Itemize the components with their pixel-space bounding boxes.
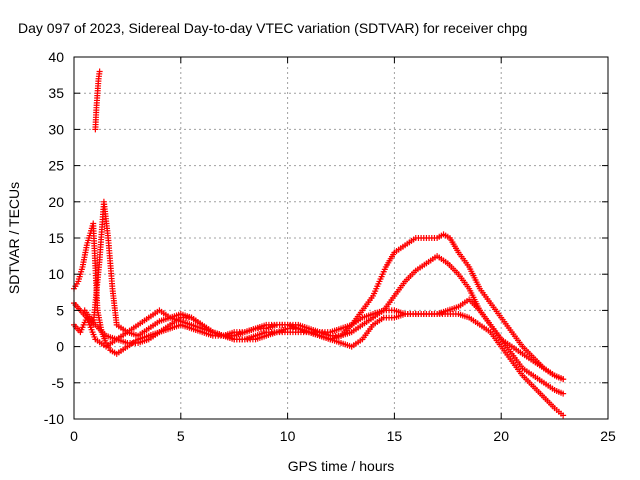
y-tick-label: 40 [48, 49, 64, 65]
ticks: 0 5 10 15 20 25 -10 -5 0 5 10 15 20 25 30 35 40 [44, 49, 616, 444]
y-tick-label: 0 [56, 339, 64, 355]
series-trace-e [92, 68, 103, 133]
x-axis-label: GPS time / hours [288, 458, 395, 474]
x-tick-label: 10 [280, 428, 296, 444]
y-tick-label: -10 [44, 411, 64, 427]
data-point [560, 376, 567, 383]
data-point [560, 390, 567, 397]
x-tick-label: 25 [600, 428, 616, 444]
y-tick-label: 20 [48, 194, 64, 210]
series-trace-a [71, 220, 567, 383]
y-tick-label: 30 [48, 121, 64, 137]
y-tick-label: 25 [48, 158, 64, 174]
y-tick-label: -5 [52, 375, 65, 391]
x-tick-label: 15 [387, 428, 403, 444]
y-tick-label: 5 [56, 302, 64, 318]
y-tick-label: 35 [48, 85, 64, 101]
y-axis-label: SDTVAR / TECUs [6, 182, 22, 294]
data-points [71, 68, 567, 419]
data-point [560, 412, 567, 419]
grid [74, 57, 608, 419]
x-tick-label: 0 [70, 428, 78, 444]
x-tick-label: 20 [493, 428, 509, 444]
data-point [96, 68, 103, 75]
chart-title: Day 097 of 2023, Sidereal Day-to-day VTE… [18, 20, 527, 36]
series-trace-d [81, 307, 567, 419]
y-tick-label: 15 [48, 230, 64, 246]
y-tick-label: 10 [48, 266, 64, 282]
x-tick-label: 5 [177, 428, 185, 444]
series-trace-b [71, 198, 567, 383]
